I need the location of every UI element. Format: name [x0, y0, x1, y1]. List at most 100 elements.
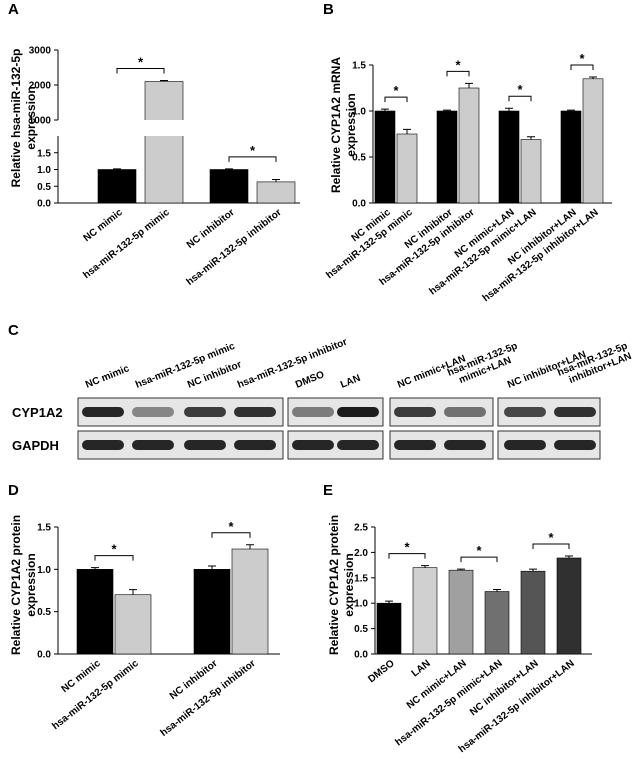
significance-label: * — [250, 143, 256, 158]
lane-label-group: DMSO — [294, 369, 326, 391]
panel-label: B — [323, 1, 334, 18]
significance-bracket — [460, 556, 498, 563]
x-tick-label: LAN — [410, 658, 433, 679]
y-tick-label: 2.5 — [354, 523, 368, 534]
bar — [114, 594, 152, 655]
blot-band — [337, 440, 379, 450]
error-bar — [225, 168, 233, 170]
blot-band — [82, 407, 124, 417]
y-tick-label: 2000 — [29, 81, 52, 92]
y-tick-label: 0.0 — [37, 199, 51, 210]
lane-label-line: DMSO — [294, 369, 326, 391]
y-tick-label: 0.5 — [37, 182, 51, 193]
significance-label: * — [455, 57, 461, 72]
y-tick-label: 1.0 — [37, 565, 51, 576]
bar — [458, 87, 480, 204]
y-axis-title: Relative hsa-miR-132-5pexpression — [9, 49, 38, 188]
lane-label: NC mimic — [84, 363, 131, 391]
significance-bracket — [388, 553, 426, 559]
bar — [560, 110, 582, 204]
y-tick-label: 0.0 — [352, 199, 366, 210]
lane-label-group: hsa-miR-132-5pinhibitor+LAN — [556, 341, 633, 389]
bar — [556, 557, 582, 655]
panel-label: E — [323, 482, 333, 499]
lane-label-group: LAN — [339, 373, 362, 391]
error-bar — [527, 136, 535, 140]
y-axis-title-line: expression — [24, 86, 38, 149]
significance-label: * — [404, 540, 410, 555]
error-bar — [421, 565, 429, 568]
y-axis-title: Relative CYP1A2 proteinexpression — [9, 515, 38, 655]
y-axis-label: Relative hsa-miR-132-5pexpression — [9, 49, 38, 188]
panel-label: A — [8, 1, 19, 18]
y-tick-label: 1.0 — [354, 599, 368, 610]
y-axis-title-line: expression — [342, 553, 356, 616]
y-tick-label: 1.5 — [37, 523, 51, 534]
y-axis-label: Relative CYP1A2 proteinexpression — [327, 515, 356, 655]
error-bar — [113, 168, 121, 170]
error-bar — [465, 82, 473, 88]
panel-label: C — [8, 322, 19, 339]
bar — [582, 78, 604, 204]
bar — [97, 169, 137, 204]
significance-bracket — [228, 156, 277, 162]
significance-bracket — [508, 95, 532, 102]
bar — [256, 181, 296, 204]
error-bar — [160, 79, 168, 82]
error-bar — [443, 109, 451, 111]
error-bar — [567, 109, 575, 111]
panel-label: D — [8, 482, 19, 499]
bar — [76, 569, 114, 655]
blot-band — [82, 440, 124, 450]
lane-label-line: NC mimic — [84, 363, 131, 391]
y-axis-title-line: Relative hsa-miR-132-5p — [9, 49, 23, 188]
significance-label: * — [579, 51, 585, 66]
y-tick-label: 1.5 — [352, 61, 366, 72]
significance-label: * — [517, 82, 523, 97]
y-tick-label: 2.0 — [354, 548, 368, 559]
error-bar — [457, 568, 465, 571]
error-bar — [129, 589, 137, 595]
lane-label: LAN — [339, 373, 362, 391]
significance-label: * — [476, 543, 482, 558]
y-tick-label: 0.5 — [37, 607, 51, 618]
blot-band — [234, 407, 276, 417]
significance-bracket — [116, 67, 165, 74]
x-tick-label-group: hsa-miR-132-5p mimic — [81, 207, 172, 281]
y-axis-label: Relative CYP1A2 mRNAexpression — [329, 57, 358, 193]
error-bar — [529, 568, 537, 572]
lane-label: DMSO — [294, 369, 326, 391]
bar — [144, 81, 184, 204]
x-tick-label: DMSO — [366, 658, 397, 685]
x-tick-label: hsa-miR-132-5p inhibitor — [185, 207, 284, 288]
y-tick-label: 1.5 — [37, 148, 51, 159]
blot-band — [292, 440, 334, 450]
x-tick-label-group: NC mimic — [82, 207, 125, 244]
blot-band — [444, 407, 486, 417]
blot-band — [394, 440, 436, 450]
lane-label-group: hsa-miR-132-5p inhibitor — [236, 337, 349, 391]
blot-band — [234, 440, 276, 450]
significance-bracket — [384, 96, 408, 103]
significance-label: * — [393, 83, 399, 98]
lane-label: hsa-miR-132-5pinhibitor+LAN — [556, 341, 633, 389]
error-bar — [589, 76, 597, 79]
bar — [412, 567, 438, 655]
bar — [498, 110, 520, 204]
bar — [376, 602, 402, 655]
error-bar — [381, 108, 389, 111]
blot-band — [554, 440, 596, 450]
significance-bracket — [211, 532, 251, 538]
blot-row-label: CYP1A2 — [12, 405, 63, 420]
y-axis-title: Relative CYP1A2 mRNAexpression — [329, 57, 358, 193]
blot-band — [444, 440, 486, 450]
y-axis-title-line: Relative CYP1A2 mRNA — [329, 57, 343, 193]
significance-bracket — [532, 543, 570, 549]
bar — [448, 569, 474, 655]
blot-band — [184, 407, 226, 417]
blot-band — [184, 440, 226, 450]
y-axis-title-line: expression — [344, 93, 358, 156]
bar — [484, 591, 510, 655]
blot-band — [132, 407, 174, 417]
bar — [520, 570, 546, 655]
